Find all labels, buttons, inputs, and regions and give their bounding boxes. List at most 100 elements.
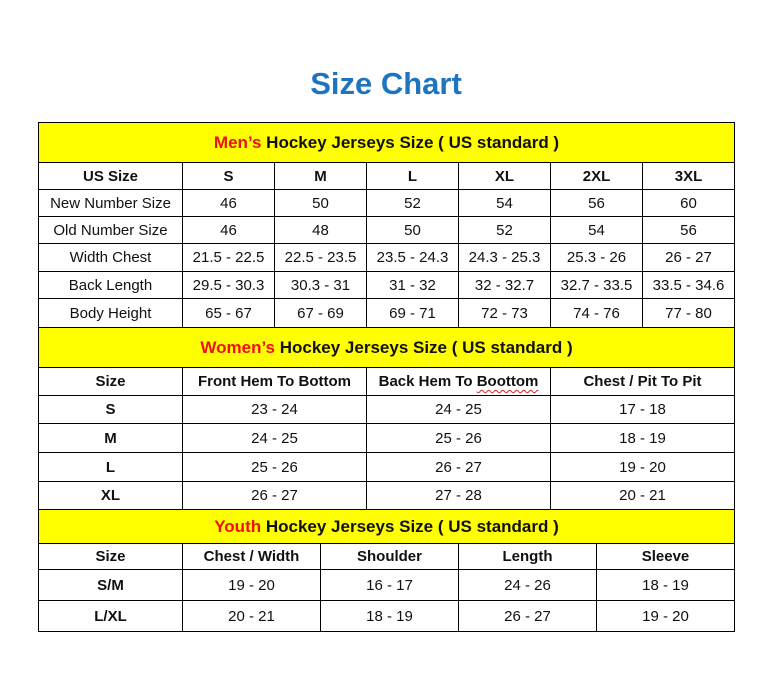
table-cell: 60 bbox=[641, 189, 736, 217]
table-cell: 54 bbox=[458, 189, 551, 217]
heading-highlight: Women’s bbox=[200, 337, 275, 357]
men-section-heading: Men’s Hockey Jerseys Size ( US standard … bbox=[37, 122, 736, 163]
table-cell: 56 bbox=[641, 216, 736, 244]
table-cell: 24.3 - 25.3 bbox=[458, 243, 551, 272]
column-header: M bbox=[274, 162, 367, 190]
table-cell: 24 - 25 bbox=[366, 395, 551, 424]
table-cell: 18 - 19 bbox=[596, 569, 735, 601]
table-cell: 32.7 - 33.5 bbox=[550, 271, 643, 299]
table-cell: 77 - 80 bbox=[641, 298, 736, 328]
row-label: L/XL bbox=[38, 600, 183, 632]
row-label: New Number Size bbox=[38, 189, 183, 217]
table-cell: 33.5 - 34.6 bbox=[641, 271, 736, 299]
row-label: S bbox=[38, 395, 183, 424]
column-header: Front Hem To Bottom bbox=[182, 367, 367, 396]
table-cell: 25 - 26 bbox=[182, 452, 367, 482]
column-header: Chest / Pit To Pit bbox=[549, 367, 736, 396]
table-row: New Number Size 46 50 52 54 56 60 bbox=[38, 189, 736, 217]
table-row: XL 26 - 27 27 - 28 20 - 21 bbox=[38, 481, 736, 510]
table-row: Old Number Size 46 48 50 52 54 56 bbox=[38, 216, 736, 244]
column-header: Back Hem To Boottom bbox=[366, 367, 551, 396]
table-cell: 54 bbox=[550, 216, 643, 244]
table-cell: 50 bbox=[274, 189, 367, 217]
table-cell: 32 - 32.7 bbox=[458, 271, 551, 299]
women-section-heading: Women’s Hockey Jerseys Size ( US standar… bbox=[37, 327, 736, 368]
table-cell: 48 bbox=[274, 216, 367, 244]
table-cell: 46 bbox=[182, 216, 275, 244]
table-cell: 20 - 21 bbox=[549, 481, 736, 510]
column-header: 2XL bbox=[550, 162, 643, 190]
table-cell: 20 - 21 bbox=[182, 600, 321, 632]
heading-text: Hockey Jerseys Size ( US standard ) bbox=[261, 132, 560, 152]
heading-highlight: Men’s bbox=[213, 132, 262, 152]
table-cell: 56 bbox=[550, 189, 643, 217]
row-label: Body Height bbox=[38, 298, 183, 328]
column-header: Sleeve bbox=[596, 543, 735, 570]
table-cell: 27 - 28 bbox=[366, 481, 551, 510]
column-header: 3XL bbox=[641, 162, 736, 190]
table-cell: 19 - 20 bbox=[549, 452, 736, 482]
women-size-table: Women’s Hockey Jerseys Size ( US standar… bbox=[37, 327, 736, 510]
table-cell: 24 - 26 bbox=[458, 569, 597, 601]
column-header: L bbox=[366, 162, 459, 190]
column-header: US Size bbox=[38, 162, 183, 190]
table-cell: 69 - 71 bbox=[366, 298, 459, 328]
table-row: L 25 - 26 26 - 27 19 - 20 bbox=[38, 452, 736, 482]
table-cell: 16 - 17 bbox=[320, 569, 459, 601]
column-header: S bbox=[182, 162, 275, 190]
column-header-row: Size Chest / Width Shoulder Length Sleeve bbox=[38, 543, 735, 570]
table-row: Back Length 29.5 - 30.3 30.3 - 31 31 - 32 32… bbox=[38, 271, 736, 299]
table-row: M 24 - 25 25 - 26 18 - 19 bbox=[38, 423, 736, 453]
row-label: S/M bbox=[38, 569, 183, 601]
men-size-table: Men’s Hockey Jerseys Size ( US standard … bbox=[37, 122, 736, 328]
table-cell: 30.3 - 31 bbox=[274, 271, 367, 299]
row-label: Old Number Size bbox=[38, 216, 183, 244]
table-row: S 23 - 24 24 - 25 17 - 18 bbox=[38, 395, 736, 424]
table-cell: 29.5 - 30.3 bbox=[182, 271, 275, 299]
table-cell: 19 - 20 bbox=[182, 569, 321, 601]
youth-section-heading: Youth Hockey Jerseys Size ( US standard … bbox=[38, 509, 735, 544]
column-header: Shoulder bbox=[320, 543, 459, 570]
heading-highlight: Youth bbox=[214, 516, 262, 536]
table-row: L/XL 20 - 21 18 - 19 26 - 27 19 - 20 bbox=[38, 600, 735, 632]
table-cell: 25.3 - 26 bbox=[550, 243, 643, 272]
table-cell: 46 bbox=[182, 189, 275, 217]
table-row: Body Height 65 - 67 67 - 69 69 - 71 72 - 73 7… bbox=[38, 298, 736, 328]
row-label: Width Chest bbox=[38, 243, 183, 272]
youth-size-table: Youth Hockey Jerseys Size ( US standard … bbox=[38, 509, 735, 632]
table-cell: 26 - 27 bbox=[182, 481, 367, 510]
table-cell: 26 - 27 bbox=[458, 600, 597, 632]
table-cell: 18 - 19 bbox=[549, 423, 736, 453]
table-cell: 26 - 27 bbox=[641, 243, 736, 272]
table-cell: 18 - 19 bbox=[320, 600, 459, 632]
row-label: XL bbox=[38, 481, 183, 510]
table-cell: 22.5 - 23.5 bbox=[274, 243, 367, 272]
table-cell: 23 - 24 bbox=[182, 395, 367, 424]
table-cell: 21.5 - 22.5 bbox=[182, 243, 275, 272]
column-header: Size bbox=[38, 367, 183, 396]
table-cell: 19 - 20 bbox=[596, 600, 735, 632]
table-cell: 72 - 73 bbox=[458, 298, 551, 328]
table-cell: 24 - 25 bbox=[182, 423, 367, 453]
table-row: Width Chest 21.5 - 22.5 22.5 - 23.5 23.5 - … bbox=[38, 243, 736, 272]
table-cell: 26 - 27 bbox=[366, 452, 551, 482]
row-label: M bbox=[38, 423, 183, 453]
size-chart: Men’s Hockey Jerseys Size ( US standard … bbox=[37, 122, 736, 632]
table-cell: 52 bbox=[366, 189, 459, 217]
heading-text: Hockey Jerseys Size ( US standard ) bbox=[261, 516, 559, 536]
column-header: Length bbox=[458, 543, 597, 570]
row-label: Back Length bbox=[38, 271, 183, 299]
column-header-row: Size Front Hem To Bottom Back Hem To Boott… bbox=[38, 367, 736, 396]
column-header-row: US Size S M L XL 2XL 3XL bbox=[38, 162, 736, 190]
table-cell: 52 bbox=[458, 216, 551, 244]
table-cell: 31 - 32 bbox=[366, 271, 459, 299]
row-label: L bbox=[38, 452, 183, 482]
table-cell: 65 - 67 bbox=[182, 298, 275, 328]
column-header: Size bbox=[38, 543, 183, 570]
table-cell: 17 - 18 bbox=[549, 395, 736, 424]
page-title: Size Chart bbox=[310, 66, 462, 101]
table-cell: 25 - 26 bbox=[366, 423, 551, 453]
table-cell: 50 bbox=[366, 216, 459, 244]
column-header: Chest / Width bbox=[182, 543, 321, 570]
table-cell: 23.5 - 24.3 bbox=[366, 243, 459, 272]
